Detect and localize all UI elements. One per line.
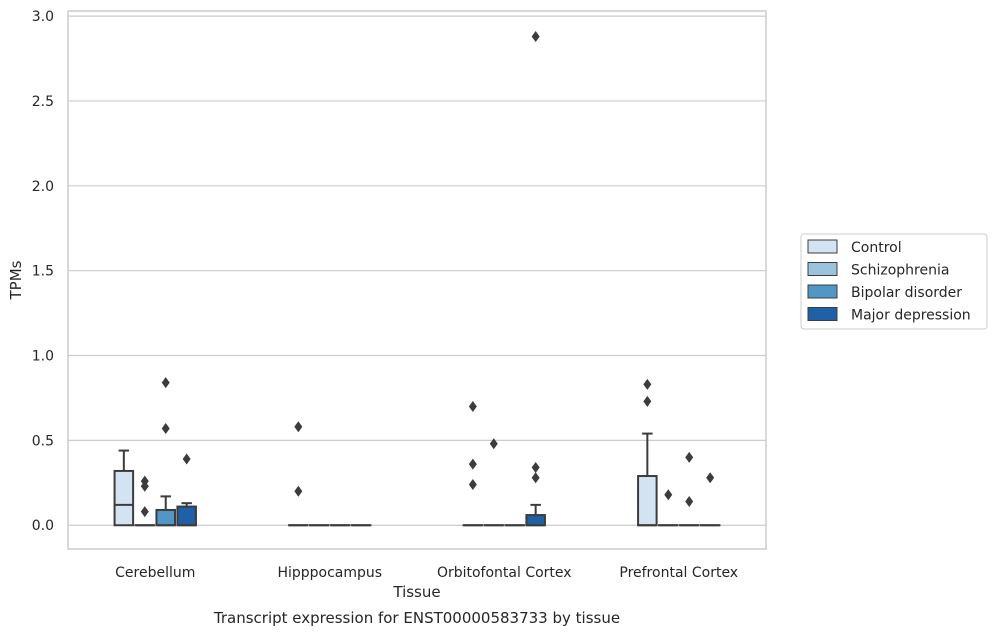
box-body: [155, 508, 176, 527]
legend-swatch: [807, 307, 838, 321]
x-axis-label: Tissue: [392, 583, 440, 601]
x-tick-label: Hipppocampus: [277, 565, 382, 581]
legend-swatch: [807, 239, 838, 254]
x-tick-label: Prefrontal Cortex: [619, 565, 738, 581]
outlier-point: [531, 30, 540, 42]
x-tick-label: Cerebellum: [115, 565, 195, 581]
y-tick-label: 3.0: [32, 9, 54, 25]
outlier-point: [294, 421, 303, 433]
box-bipolar-disorder: [155, 495, 176, 527]
y-tick-labels: 0.0 0.5 1.0 1.5 2.0 2.5 3.0: [32, 9, 54, 534]
box-control: [637, 432, 658, 527]
box-body: [637, 475, 658, 527]
legend-frame: [800, 233, 988, 330]
outlier-point: [643, 395, 652, 407]
outlier-point: [685, 495, 694, 507]
box-control: [113, 449, 135, 527]
outlier-point: [531, 462, 540, 474]
outlier-point: [182, 453, 191, 465]
y-tick-label: 0.0: [32, 518, 54, 534]
legend-label: Control: [851, 240, 902, 256]
outlier-points: [140, 30, 715, 518]
outlier-point: [161, 423, 170, 435]
outlier-point: [706, 472, 715, 484]
outlier-point: [294, 485, 303, 497]
outlier-point: [685, 451, 694, 463]
box-body: [176, 505, 197, 527]
y-tick-label: 2.0: [32, 179, 54, 195]
x-tick-labels: Cerebellum Hipppocampus Orbitofontal Corte…: [115, 565, 738, 581]
box-marks: [113, 432, 721, 527]
chart-caption: Transcript expression for ENST0000058373…: [213, 609, 620, 627]
box-major-depression: [525, 503, 546, 527]
outlier-point: [468, 400, 477, 412]
legend-label: Bipolar disorder: [851, 285, 962, 301]
outlier-point: [489, 438, 498, 450]
outlier-point: [468, 479, 477, 491]
y-tick-label: 1.0: [32, 349, 54, 365]
outlier-point: [643, 378, 652, 390]
y-tick-label: 2.5: [32, 94, 54, 110]
outlier-point: [531, 472, 540, 484]
outlier-point: [664, 489, 673, 501]
legend-swatch: [807, 284, 838, 299]
legend: Control Schizophrenia Bipolar disorder Majo…: [800, 233, 988, 330]
legend-label: Major depression: [851, 308, 971, 324]
box-major-depression: [176, 502, 197, 527]
legend-label: Schizophrenia: [851, 263, 949, 279]
box-body: [525, 514, 546, 527]
outlier-point: [161, 377, 170, 389]
outlier-point: [140, 480, 149, 492]
box-body: [113, 469, 135, 527]
plot-frame: [67, 10, 767, 550]
legend-swatch: [807, 262, 838, 276]
outlier-point: [140, 506, 149, 518]
y-tick-label: 1.5: [32, 264, 54, 280]
grid-lines: [68, 15, 766, 526]
y-tick-label: 0.5: [32, 433, 54, 449]
y-axis-label: TPMs: [7, 260, 25, 300]
outlier-point: [468, 458, 477, 470]
x-tick-label: Orbitofontal Cortex: [437, 565, 572, 581]
